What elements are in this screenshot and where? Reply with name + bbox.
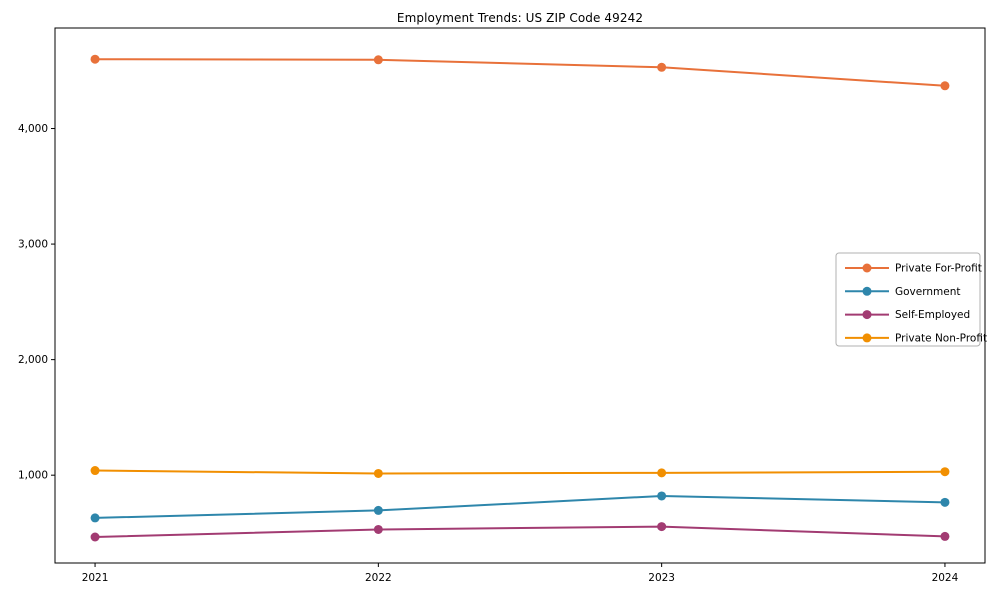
data-point-marker	[940, 467, 950, 477]
data-point-marker	[373, 468, 383, 478]
y-axis-tick-label: 3,000	[18, 239, 48, 251]
legend-sample-marker	[862, 286, 872, 296]
y-axis-tick-label: 1,000	[18, 470, 48, 482]
data-point-marker	[940, 531, 950, 541]
series-line	[95, 58, 946, 87]
data-point-marker	[90, 513, 100, 523]
chart-title: Employment Trends: US ZIP Code 49242	[396, 11, 644, 25]
data-point-marker	[657, 468, 667, 478]
data-point-marker	[940, 497, 950, 507]
data-point-marker	[657, 522, 667, 532]
y-axis-tick-label: 2,000	[18, 354, 48, 366]
data-point-marker	[657, 62, 667, 72]
data-point-marker	[90, 466, 100, 476]
x-axis-tick-label: 2022	[365, 572, 392, 584]
legend-box	[835, 252, 981, 347]
legend-sample-marker	[862, 263, 872, 273]
data-point-marker	[657, 491, 667, 501]
x-axis-tick-label: 2023	[648, 572, 675, 584]
data-point-marker	[373, 524, 383, 534]
data-point-marker	[373, 505, 383, 515]
x-axis-tick-label: 2021	[82, 572, 109, 584]
axes-spines	[54, 27, 986, 564]
legend-label: Private Non-Profit	[895, 332, 987, 344]
x-axis-tick-label: 2024	[932, 572, 959, 584]
y-axis-tick-label: 4,000	[18, 123, 48, 135]
legend-label: Self-Employed	[895, 309, 970, 321]
series-line	[95, 525, 945, 539]
series-line	[95, 469, 945, 475]
data-point-marker	[940, 81, 950, 91]
legend-sample-marker	[862, 333, 872, 343]
legend-sample-marker	[862, 310, 872, 320]
data-point-marker	[90, 54, 100, 64]
series-line	[95, 494, 945, 519]
legend-label: Government	[895, 286, 960, 298]
data-point-marker	[90, 532, 100, 542]
legend-label: Private For-Profit	[895, 263, 982, 275]
data-point-marker	[373, 55, 383, 65]
